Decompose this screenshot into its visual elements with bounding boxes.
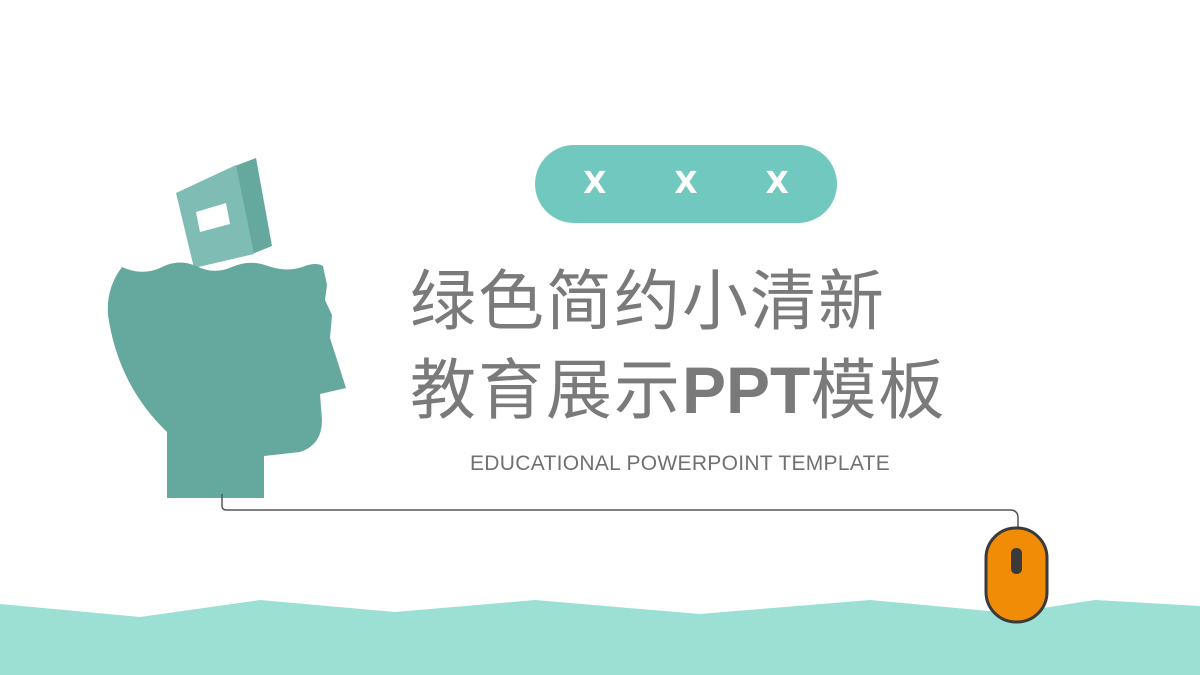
badge-pill: X X X (535, 145, 837, 223)
title-line-1: 绿色简约小清新 (410, 263, 886, 340)
mouse-cable (221, 494, 1019, 536)
title-line-2: 教育展示PPT模板 (410, 346, 1030, 435)
bottom-wave (0, 600, 1200, 675)
title-line-2-latin: PPT (682, 353, 811, 427)
slide-title: 绿色简约小清新 教育展示PPT模板 (410, 258, 1030, 435)
badge-item: X (765, 166, 789, 201)
head-icon (107, 262, 347, 498)
title-line-2-cjk-b: 模板 (810, 352, 947, 429)
slide-subtitle: EDUCATIONAL POWERPOINT TEMPLATE (470, 452, 891, 475)
badge-item: X (674, 166, 698, 201)
title-line-2-cjk-a: 教育展示 (410, 352, 682, 429)
book-icon (176, 158, 272, 268)
badge-item: X (583, 166, 607, 201)
mouse-icon (984, 526, 1049, 624)
